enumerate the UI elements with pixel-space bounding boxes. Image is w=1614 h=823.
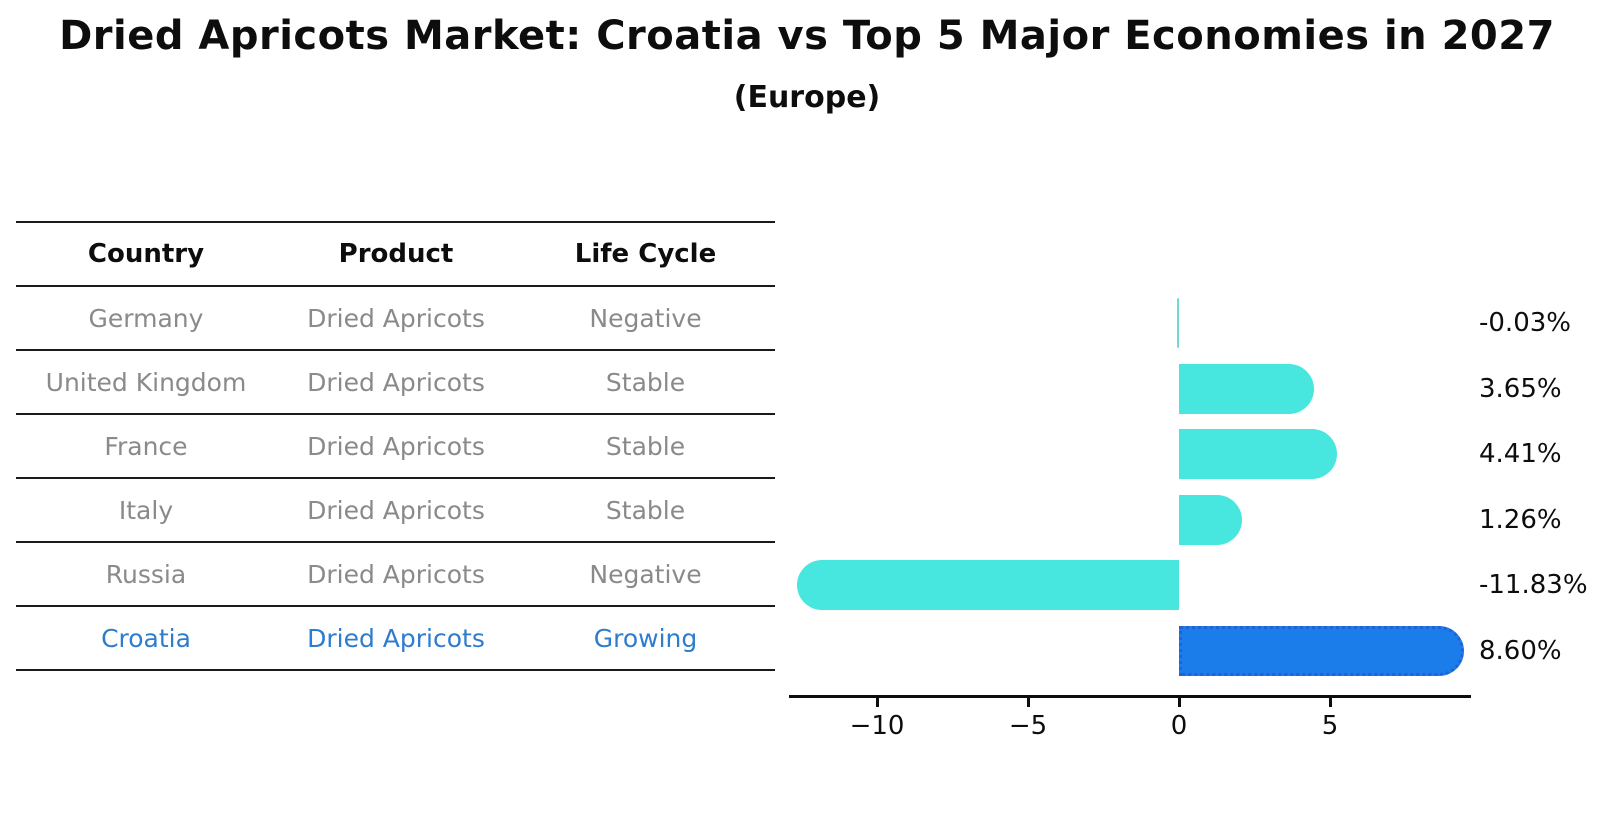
table-row-france: France Dried Apricots Stable <box>16 414 775 478</box>
table-row-united-kingdom: United Kingdom Dried Apricots Stable <box>16 350 775 414</box>
table-cell-product: Dried Apricots <box>307 303 485 333</box>
x-axis-line <box>789 695 1471 698</box>
value-label-united-kingdom: 3.65% <box>1479 373 1562 404</box>
bar-croatia <box>1179 626 1464 676</box>
table-cell-country: Germany <box>88 303 204 333</box>
table-cell-country: France <box>104 431 188 461</box>
x-axis-tick-label: −5 <box>1008 711 1048 741</box>
x-axis-tick <box>1328 698 1332 707</box>
bar-france <box>1179 429 1338 480</box>
x-axis-tick <box>875 698 879 707</box>
table-row-germany: Germany Dried Apricots Negative <box>16 286 775 350</box>
table-cell-country: Russia <box>105 559 187 589</box>
chart-title: Dried Apricots Market: Croatia vs Top 5 … <box>59 13 1555 59</box>
table-cell-life-cycle: Negative <box>589 303 702 333</box>
bar-germany <box>1177 298 1179 348</box>
x-axis-tick-label: 5 <box>1321 711 1339 741</box>
value-label-russia: -11.83% <box>1479 570 1588 601</box>
country-table: Country Product Life Cycle Germany Dried Ap… <box>16 221 775 671</box>
table-cell-product: Dried Apricots <box>307 559 485 589</box>
bar-russia <box>796 560 1179 611</box>
value-label-italy: 1.26% <box>1479 504 1562 535</box>
bar-united-kingdom <box>1179 363 1315 414</box>
table-cell-product: Dried Apricots <box>307 623 485 653</box>
table-cell-country: Italy <box>118 495 174 525</box>
table-header-cell: Product <box>338 239 454 269</box>
table-cell-life-cycle: Growing <box>593 623 698 653</box>
table-cell-country: United Kingdom <box>45 367 247 397</box>
table-cell-life-cycle: Stable <box>605 367 686 397</box>
table-header-cell: Country <box>87 239 205 269</box>
table-cell-life-cycle: Negative <box>589 559 702 589</box>
table-cell-country: Croatia <box>101 623 191 653</box>
value-label-germany: -0.03% <box>1479 308 1571 338</box>
table-row-croatia: Croatia Dried Apricots Growing <box>16 606 775 670</box>
x-axis-tick <box>1026 698 1030 707</box>
table-cell-life-cycle: Stable <box>605 431 686 461</box>
chart-subtitle: (Europe) <box>733 80 881 115</box>
table-header-row: Country Product Life Cycle <box>16 222 775 286</box>
table-cell-product: Dried Apricots <box>307 431 485 461</box>
x-axis-tick-label: −10 <box>849 711 905 741</box>
value-label-france: 4.41% <box>1479 439 1562 470</box>
table-cell-product: Dried Apricots <box>307 367 485 397</box>
table-row-italy: Italy Dried Apricots Stable <box>16 478 775 542</box>
x-axis-tick-label: 0 <box>1170 711 1188 741</box>
table-header-cell: Life Cycle <box>574 239 717 269</box>
table-row-russia: Russia Dried Apricots Negative <box>16 542 775 606</box>
value-label-croatia: 8.60% <box>1479 636 1562 666</box>
table-cell-life-cycle: Stable <box>605 495 686 525</box>
x-axis-tick <box>1177 698 1181 707</box>
table-cell-product: Dried Apricots <box>307 495 485 525</box>
bar-italy <box>1179 494 1243 545</box>
